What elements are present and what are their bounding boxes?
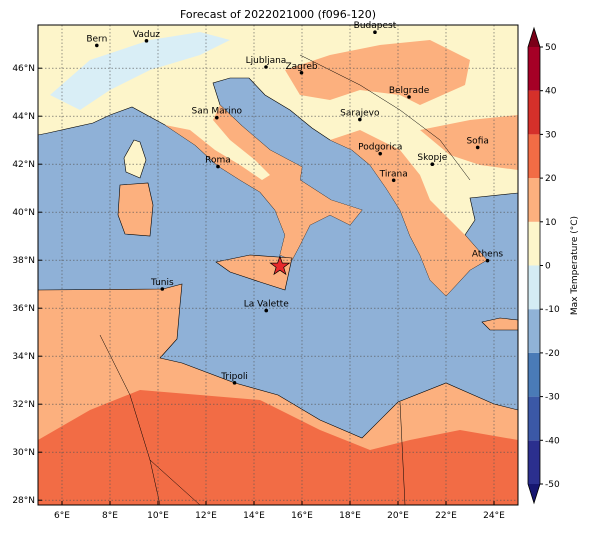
x-tick-label: 10°E — [147, 511, 169, 521]
warm-zone — [330, 130, 487, 296]
city-dot — [430, 162, 435, 166]
x-tick-label: 14°E — [243, 511, 265, 521]
city-label: Zagreb — [285, 62, 317, 72]
x-tick-label: 8°E — [102, 511, 118, 521]
city-dot — [391, 178, 396, 183]
y-tick-label: 44°N — [12, 112, 35, 122]
y-tick-label: 38°N — [12, 256, 35, 266]
colorbar-segment — [528, 134, 540, 179]
colorbar-tick-label: -10 — [545, 305, 560, 315]
city-label: Podgorica — [358, 143, 402, 153]
city-label: Ljubljana — [246, 56, 287, 66]
colorbar-tick-label: 40 — [545, 87, 557, 97]
colorbar-segment — [528, 352, 540, 397]
x-tick-label: 6°E — [54, 511, 70, 521]
city-dot — [264, 308, 269, 313]
colorbar-tick-label: 30 — [545, 130, 557, 140]
colorbar-segment — [528, 47, 540, 91]
x-tick-label: 16°E — [291, 511, 313, 521]
warm-zone — [285, 40, 470, 105]
city-dot — [216, 164, 220, 169]
x-tick-label: 22°E — [435, 511, 457, 521]
colorbar-tick-label: 0 — [545, 262, 551, 272]
colorbar-segment — [528, 440, 540, 484]
y-tick-label: 28°N — [12, 496, 35, 506]
crete — [481, 317, 518, 331]
colorbar-tick-label: -40 — [545, 436, 560, 446]
city-dot — [299, 70, 304, 75]
colorbar-segment — [528, 396, 540, 441]
map-area — [38, 25, 518, 505]
city-label: Bern — [86, 34, 107, 44]
y-tick-label: 40°N — [12, 208, 35, 218]
city-dot — [475, 145, 480, 150]
colorbar-segment — [528, 221, 540, 266]
sardinia — [117, 182, 154, 237]
city-label: Sofia — [466, 136, 488, 146]
city-label: Skopje — [417, 153, 447, 163]
city-label: Athens — [472, 250, 503, 260]
city-dot — [407, 95, 411, 99]
colorbar-tick-label: 10 — [545, 218, 557, 228]
colorbar-tick-label: 50 — [545, 43, 557, 53]
city-label: Vaduz — [133, 30, 160, 40]
city-label: Sarajevo — [340, 109, 380, 119]
colorbar-segment — [528, 178, 540, 222]
colorbar: -50 -40 -30 -20 -10 0 10 20 30 40 50 Max Temperatur… — [527, 26, 580, 505]
x-tick-label: 12°E — [195, 511, 217, 521]
colorbar-label: Max Temperature (°C) — [570, 216, 580, 315]
borders — [99, 54, 471, 505]
x-tick-label: 20°E — [387, 511, 409, 521]
city-dot — [378, 151, 383, 156]
y-tick-label: 34°N — [12, 352, 35, 362]
colorbar-under — [528, 484, 540, 503]
y-tick-label: 46°N — [12, 64, 35, 74]
colorbar-tick-label: 20 — [545, 174, 557, 184]
cold-zone — [50, 32, 230, 110]
colorbar-tick-label: -30 — [545, 393, 560, 403]
warm-zone — [420, 115, 518, 170]
colorbar-tick-label: -50 — [545, 480, 560, 490]
colorbar-over — [528, 28, 540, 47]
city-label: Roma — [205, 156, 231, 166]
city-dot — [485, 258, 490, 263]
y-tick-label: 30°N — [12, 448, 35, 458]
x-tick-label: 24°E — [483, 511, 505, 521]
city-dot — [358, 117, 362, 122]
map-frame — [37, 24, 519, 506]
x-tick-label: 18°E — [339, 511, 361, 521]
city-label: La Valette — [244, 300, 289, 310]
city-label: Tripoli — [220, 372, 248, 382]
colorbar-segment — [528, 90, 540, 135]
colorbar-segment — [528, 265, 540, 310]
city-dot — [144, 39, 149, 43]
city-dot — [264, 65, 268, 69]
y-tick-label: 36°N — [12, 304, 35, 314]
hot-zone — [38, 390, 518, 505]
map-title: Forecast of 2022021000 (f096-120) — [180, 8, 376, 21]
city-label: Tirana — [379, 169, 408, 179]
y-tick-label: 32°N — [12, 400, 35, 410]
y-tick-label: 42°N — [12, 160, 35, 170]
corsica — [123, 139, 147, 179]
colorbar-tick-label: -20 — [545, 349, 560, 359]
warm-zone — [165, 105, 362, 260]
star-marker — [269, 255, 291, 276]
city-label: San Marino — [192, 107, 243, 117]
city-dot — [95, 43, 99, 48]
city-dot — [160, 287, 165, 291]
city-label: Tunis — [150, 278, 174, 288]
city-dot — [215, 115, 219, 120]
city-dot — [232, 381, 237, 385]
axes-ticks: 6°E 8°E 10°E 12°E 14°E 16°E 18°E 20°E 22°E 24°E 28… — [12, 64, 505, 521]
colorbar-segment — [528, 309, 540, 353]
city-label: Belgrade — [389, 86, 430, 96]
city-dot — [373, 30, 377, 34]
city-label: Budapest — [354, 21, 397, 31]
graticule — [38, 25, 518, 505]
